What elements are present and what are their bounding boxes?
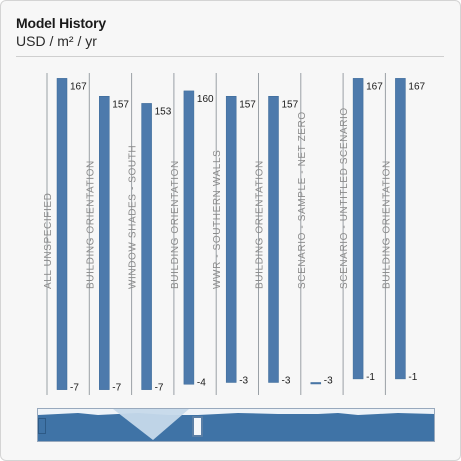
category-label: ALL UNSPECIFIED (43, 193, 54, 289)
bar-low-label: -1 (408, 372, 417, 383)
bar-high-label: 167 (366, 81, 383, 92)
range-bar (56, 78, 68, 390)
range-navigator[interactable] (37, 408, 435, 442)
panel-subtitle: USD / m² / yr (16, 33, 97, 49)
bar-high-label: 167 (408, 81, 425, 92)
navigator-series-area (38, 413, 434, 441)
navigator-left-handle[interactable] (38, 418, 46, 434)
range-bar (268, 96, 279, 383)
category-label: WINDOW SHADES - SOUTH (128, 145, 139, 289)
bar-low-label: -7 (70, 383, 79, 394)
bar-low-label: -3 (324, 375, 333, 386)
navigator-selection-window[interactable] (113, 409, 189, 440)
model-history-chart: 167 -7 ALL UNSPECIFIED 157 -7 BUILDING ORIENT… (43, 73, 426, 395)
bar-low-label: -3 (239, 375, 248, 386)
category-label: SCENARIO - SAMPLE - NET ZERO (297, 111, 308, 289)
category-label: BUILDING ORIENTATION (170, 160, 181, 289)
range-bar (141, 103, 152, 390)
bar-high-label: 157 (282, 99, 299, 110)
panel-title: Model History (16, 15, 106, 31)
bar-low-label: -7 (112, 383, 121, 394)
range-bar (352, 78, 364, 380)
range-bar (99, 96, 110, 390)
bar-high-label: 157 (239, 99, 256, 110)
bar-low-label: -1 (366, 372, 375, 383)
bar-high-label: 157 (112, 99, 129, 110)
range-bar (225, 96, 237, 383)
category-label: BUILDING ORIENTATION (255, 160, 266, 289)
navigator-track[interactable] (38, 409, 434, 441)
navigator-right-handle[interactable] (192, 416, 203, 437)
category-label: BUILDING ORIENTATION (85, 160, 96, 289)
range-bar (310, 382, 322, 385)
range-bar (395, 78, 406, 380)
title-divider (16, 56, 444, 57)
category-label: WWR - SOUTHERN WALLS (212, 150, 223, 289)
bar-high-label: 167 (70, 81, 87, 92)
bar-low-label: -4 (197, 377, 206, 388)
bar-high-label: 153 (155, 106, 172, 117)
range-bar (183, 90, 195, 385)
bar-low-label: -7 (155, 383, 164, 394)
bar-high-label: 160 (197, 94, 214, 105)
category-label: SCENARIO - UNTITLED SCENARIO (339, 107, 350, 289)
bar-low-label: -3 (282, 375, 291, 386)
category-label: BUILDING ORIENTATION (381, 160, 392, 289)
